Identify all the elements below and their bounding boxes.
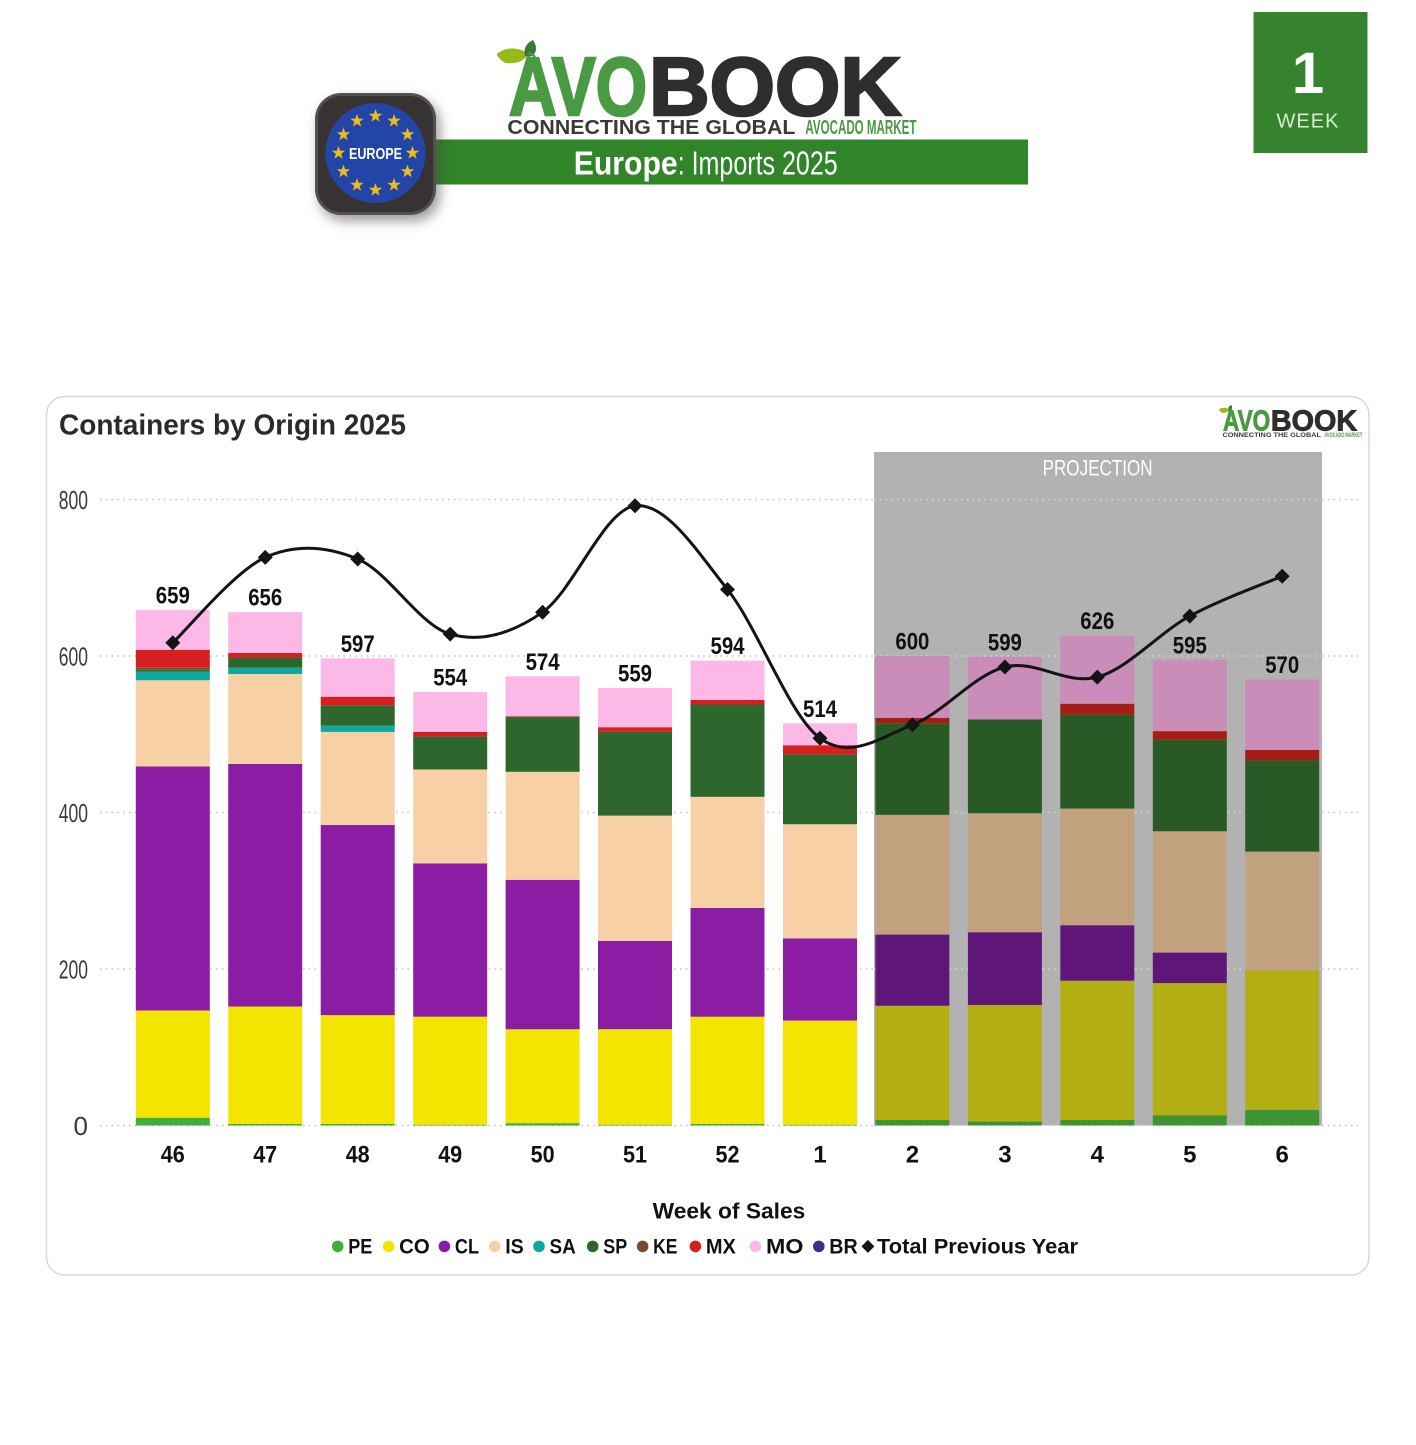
svg-text:659: 659 — [156, 582, 190, 609]
svg-text:47: 47 — [253, 1142, 277, 1169]
svg-text:600: 600 — [59, 641, 88, 671]
svg-text:597: 597 — [341, 631, 375, 658]
svg-text:50: 50 — [531, 1142, 555, 1169]
svg-text:Containers by Origin 2025: Containers by Origin 2025 — [59, 410, 406, 442]
svg-text:EUROPE: EUROPE — [349, 146, 402, 163]
svg-text:AVOBOOK: AVOBOOK — [509, 40, 901, 133]
svg-text:KE: KE — [653, 1236, 677, 1259]
svg-text:3: 3 — [998, 1142, 1011, 1169]
svg-text:2: 2 — [906, 1142, 919, 1169]
svg-text:MX: MX — [706, 1236, 736, 1259]
svg-text:1: 1 — [1292, 41, 1324, 106]
svg-text:46: 46 — [161, 1142, 185, 1169]
svg-text:554: 554 — [433, 665, 468, 692]
svg-text:800: 800 — [59, 485, 88, 515]
svg-text:SP: SP — [603, 1236, 627, 1259]
svg-text:594: 594 — [711, 633, 746, 660]
svg-text:Week of Sales: Week of Sales — [653, 1199, 806, 1224]
svg-text:6: 6 — [1276, 1142, 1289, 1169]
svg-text:600: 600 — [895, 629, 929, 656]
svg-text:IS: IS — [505, 1236, 524, 1259]
svg-text:570: 570 — [1265, 652, 1299, 679]
svg-text:52: 52 — [716, 1142, 740, 1169]
svg-text:656: 656 — [248, 585, 282, 612]
svg-text:599: 599 — [988, 629, 1022, 656]
svg-text:PROJECTION: PROJECTION — [1043, 456, 1153, 481]
svg-text:400: 400 — [59, 798, 88, 828]
svg-text:MO: MO — [766, 1236, 803, 1259]
svg-text:5: 5 — [1183, 1142, 1196, 1169]
svg-text:574: 574 — [526, 649, 561, 676]
svg-text:CO: CO — [399, 1236, 430, 1259]
svg-text:595: 595 — [1173, 632, 1207, 659]
svg-text:BR: BR — [829, 1236, 857, 1259]
svg-text:0: 0 — [74, 1111, 88, 1141]
svg-text:CL: CL — [455, 1236, 479, 1259]
svg-text:51: 51 — [623, 1142, 647, 1169]
svg-text:1: 1 — [813, 1142, 826, 1169]
svg-text:SA: SA — [550, 1236, 576, 1259]
svg-text:WEEK: WEEK — [1277, 111, 1340, 133]
svg-text:49: 49 — [438, 1142, 462, 1169]
svg-text:Total Previous Year: Total Previous Year — [877, 1236, 1078, 1259]
svg-text:4: 4 — [1091, 1142, 1105, 1169]
svg-text:626: 626 — [1080, 608, 1114, 635]
svg-text:Europe: Imports 2025: Europe: Imports 2025 — [574, 145, 838, 182]
svg-text:559: 559 — [618, 661, 652, 688]
svg-text:514: 514 — [803, 696, 838, 723]
svg-text:48: 48 — [346, 1142, 370, 1169]
svg-text:PE: PE — [348, 1236, 372, 1259]
svg-text:AVOBOOK: AVOBOOK — [1223, 406, 1358, 438]
svg-text:200: 200 — [59, 954, 88, 984]
